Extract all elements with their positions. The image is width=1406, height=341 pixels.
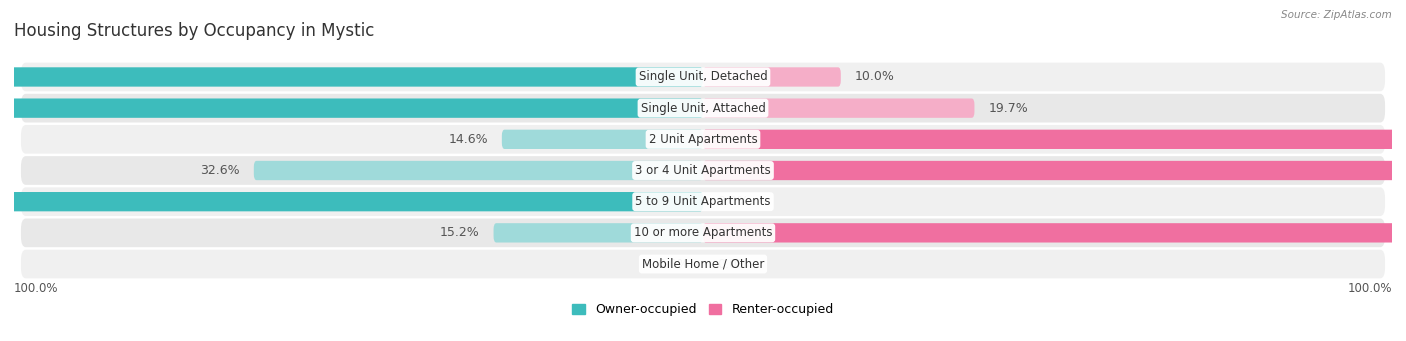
FancyBboxPatch shape [21,156,1385,185]
FancyBboxPatch shape [21,250,1385,278]
Text: 0.0%: 0.0% [717,195,749,208]
Text: 3 or 4 Unit Apartments: 3 or 4 Unit Apartments [636,164,770,177]
Text: 100.0%: 100.0% [14,282,59,295]
Text: 10 or more Apartments: 10 or more Apartments [634,226,772,239]
Text: 5 to 9 Unit Apartments: 5 to 9 Unit Apartments [636,195,770,208]
FancyBboxPatch shape [703,67,841,87]
FancyBboxPatch shape [0,67,703,87]
FancyBboxPatch shape [21,187,1385,216]
FancyBboxPatch shape [494,223,703,242]
Legend: Owner-occupied, Renter-occupied: Owner-occupied, Renter-occupied [568,298,838,321]
Text: 2 Unit Apartments: 2 Unit Apartments [648,133,758,146]
FancyBboxPatch shape [21,219,1385,247]
Text: 14.6%: 14.6% [449,133,488,146]
FancyBboxPatch shape [703,130,1406,149]
Text: 100.0%: 100.0% [1347,282,1392,295]
Text: 10.0%: 10.0% [855,71,894,84]
Text: 15.2%: 15.2% [440,226,479,239]
FancyBboxPatch shape [703,161,1406,180]
Text: Single Unit, Attached: Single Unit, Attached [641,102,765,115]
FancyBboxPatch shape [0,99,703,118]
FancyBboxPatch shape [703,99,974,118]
FancyBboxPatch shape [254,161,703,180]
Text: Mobile Home / Other: Mobile Home / Other [641,257,765,270]
Text: Single Unit, Detached: Single Unit, Detached [638,71,768,84]
FancyBboxPatch shape [703,223,1406,242]
Text: Source: ZipAtlas.com: Source: ZipAtlas.com [1281,10,1392,20]
Text: 19.7%: 19.7% [988,102,1028,115]
Text: 0.0%: 0.0% [657,257,689,270]
Text: 32.6%: 32.6% [201,164,240,177]
FancyBboxPatch shape [21,63,1385,91]
FancyBboxPatch shape [21,94,1385,122]
Text: 0.0%: 0.0% [717,257,749,270]
FancyBboxPatch shape [0,192,703,211]
FancyBboxPatch shape [502,130,703,149]
Text: Housing Structures by Occupancy in Mystic: Housing Structures by Occupancy in Mysti… [14,21,374,40]
FancyBboxPatch shape [21,125,1385,154]
